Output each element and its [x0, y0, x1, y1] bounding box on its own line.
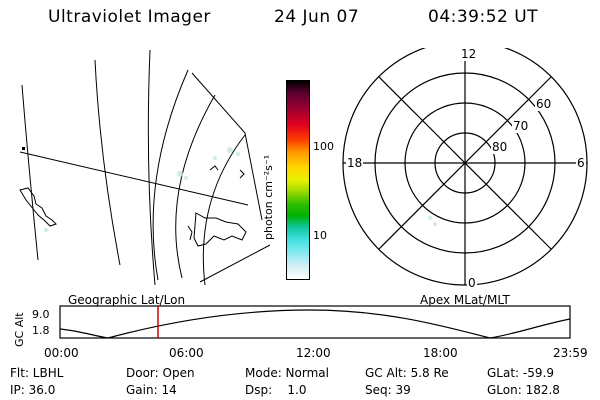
orbit-xtick-2359: 23:59 — [553, 346, 588, 360]
map-grid-line — [21, 84, 39, 261]
orbit-xtick-0000: 00:00 — [44, 346, 79, 360]
info-gain: Gain: 14 — [126, 383, 177, 397]
colorbar — [286, 80, 310, 280]
info-glat: GLat: -59.9 — [487, 366, 554, 380]
colorbar-label: photon cm⁻²s⁻¹ — [262, 154, 275, 240]
info-filter: Flt: LBHL — [10, 366, 64, 380]
map-grid-line — [202, 134, 246, 286]
coastline-south — [193, 212, 247, 247]
info-door: Door: Open — [126, 366, 195, 380]
geographic-map — [19, 49, 270, 286]
polar-plot — [342, 48, 588, 286]
colorbar-tick-100: 100 — [313, 140, 334, 153]
station-marker — [22, 147, 25, 150]
aurora-emission — [44, 147, 240, 232]
polar-aurora — [428, 216, 437, 226]
polar-diagonal — [378, 76, 552, 250]
orbit-xtick-0600: 06:00 — [169, 346, 204, 360]
info-seq: Seq: 39 — [365, 383, 411, 397]
lat-label-60: 60 — [535, 97, 553, 111]
map-grid-line — [152, 69, 189, 281]
coastline-island — [19, 187, 57, 227]
info-gc-alt: GC Alt: 5.8 Re — [365, 366, 449, 380]
map-grid-line — [147, 49, 156, 286]
map-grid-line — [175, 94, 216, 279]
mlt-label-0: 0 — [467, 276, 477, 290]
instrument-title: Ultraviolet Imager — [48, 7, 211, 27]
time-label: 04:39:52 UT — [428, 7, 539, 27]
altitude-curve — [59, 309, 571, 339]
map-latitude-line — [19, 151, 249, 206]
lat-label-70: 70 — [512, 119, 530, 133]
apex-caption: Apex MLat/MLT — [420, 293, 510, 307]
orbit-ytick-low: 1.8 — [32, 324, 50, 337]
map-grid-line — [94, 59, 121, 266]
mlt-label-6: 6 — [576, 156, 586, 170]
mlt-label-12: 12 — [460, 47, 478, 61]
coastline-fragment — [239, 169, 245, 179]
coastline-fragment — [209, 165, 219, 171]
info-mode: Mode: Normal — [245, 366, 329, 380]
map-boundary — [191, 72, 263, 221]
info-glon: GLon: 182.8 — [487, 383, 560, 397]
orbit-xtick-1200: 12:00 — [296, 346, 331, 360]
colorbar-tick-10: 10 — [313, 229, 327, 242]
orbit-ytick-high: 9.0 — [32, 308, 50, 321]
mlt-label-18: 18 — [346, 156, 364, 170]
info-dsp: Dsp: 1.0 — [245, 383, 307, 397]
orbit-xtick-1800: 18:00 — [423, 346, 458, 360]
map-boundary — [199, 244, 270, 283]
info-ip: IP: 36.0 — [10, 383, 56, 397]
orbit-plot — [59, 305, 571, 339]
geographic-caption: Geographic Lat/Lon — [68, 293, 186, 307]
lat-label-80: 80 — [491, 140, 509, 154]
coastline-fragment — [187, 225, 193, 241]
orbit-frame — [59, 305, 571, 339]
date-label: 24 Jun 07 — [274, 7, 360, 27]
